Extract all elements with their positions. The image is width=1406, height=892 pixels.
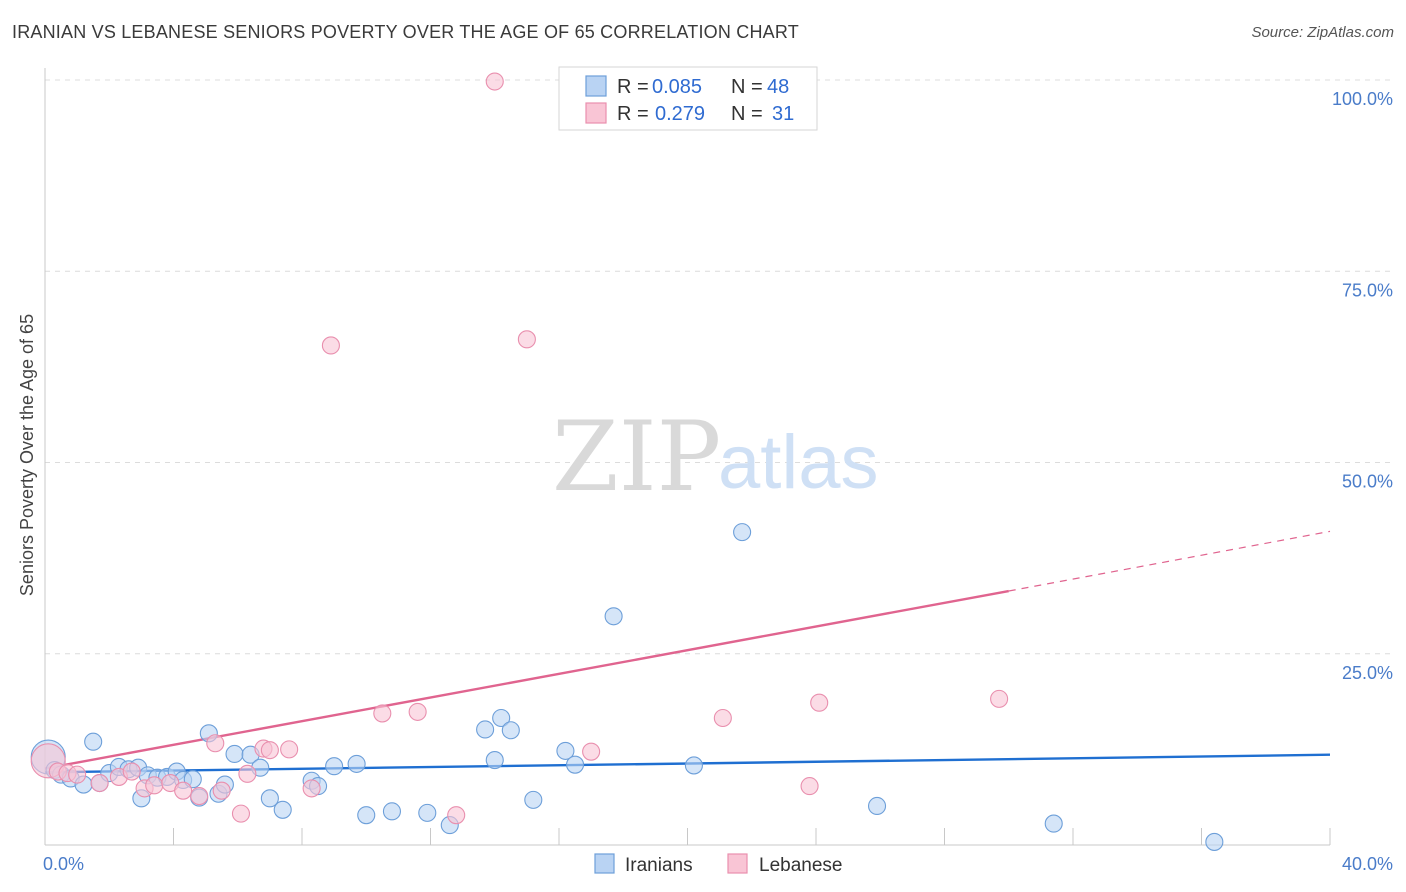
point-iranians <box>485 751 504 770</box>
point-iranians <box>418 803 437 822</box>
series-legend-label-iranians: Iranians <box>625 855 693 876</box>
point-iranians <box>501 721 520 740</box>
point-iranians <box>260 789 279 808</box>
legend-r-value-iranians: 0.085 <box>652 76 702 98</box>
series-legend-swatch-iranians <box>594 853 615 874</box>
point-iranians <box>347 754 366 773</box>
point-lebanese <box>145 776 164 795</box>
point-lebanese <box>174 781 193 800</box>
point-iranians <box>733 523 752 542</box>
legend-swatch-iranians <box>585 75 607 97</box>
point-lebanese <box>713 708 732 728</box>
gridlines <box>45 79 1395 655</box>
legend-r-label-lebanese: R = <box>617 103 649 125</box>
legend-n-label-iranians: N = <box>731 76 763 98</box>
trend-lines <box>44 530 1331 774</box>
point-lebanese <box>800 777 819 796</box>
series-legend: Iranians Lebanese <box>594 853 842 876</box>
point-iranians <box>273 800 292 819</box>
point-lebanese <box>517 330 536 349</box>
point-lebanese <box>90 773 109 793</box>
y-tick-label: 75.0% <box>1342 280 1393 300</box>
point-iranians <box>604 607 623 626</box>
point-lebanese <box>238 764 257 783</box>
point-iranians <box>225 744 244 764</box>
point-lebanese <box>68 765 87 784</box>
point-lebanese <box>260 741 279 760</box>
point-lebanese <box>810 693 829 712</box>
point-lebanese <box>373 704 392 723</box>
series-legend-label-lebanese: Lebanese <box>759 855 842 876</box>
legend-r-label-iranians: R = <box>617 76 649 98</box>
point-lebanese <box>231 804 251 823</box>
trend-line-lebanese <box>44 589 1009 770</box>
point-iranians <box>325 757 344 776</box>
axes <box>44 68 1331 846</box>
series-legend-swatch-lebanese <box>727 853 748 874</box>
point-iranians <box>684 756 703 775</box>
watermark-zip: ZIP <box>552 401 721 513</box>
point-iranians <box>566 755 585 774</box>
legend-n-value-iranians: 48 <box>767 76 789 98</box>
point-iranians <box>524 790 543 809</box>
watermark-atlas: atlas <box>718 420 879 505</box>
stats-legend: R = 0.085 N = 48 R = 0.279 N = 31 <box>558 66 818 131</box>
y-tick-label: 25.0% <box>1342 663 1393 683</box>
tick-labels: 25.0% 50.0% 75.0% 100.0% 0.0% 40.0% <box>43 89 1393 874</box>
point-iranians <box>1044 814 1063 833</box>
x-tick-label-max: 40.0% <box>1342 854 1393 874</box>
point-lebanese <box>206 734 225 753</box>
chart-title: IRANIAN VS LEBANESE SENIORS POVERTY OVER… <box>12 22 799 42</box>
point-lebanese <box>212 781 231 800</box>
y-axis-label: Seniors Poverty Over the Age of 65 <box>17 314 37 596</box>
point-iranians <box>84 732 103 751</box>
legend-n-label-lebanese: N = <box>731 103 763 125</box>
point-lebanese <box>122 762 141 781</box>
y-tick-label: 50.0% <box>1342 472 1393 492</box>
y-tick-label: 100.0% <box>1332 89 1393 109</box>
point-lebanese <box>190 786 209 806</box>
point-lebanese <box>408 702 427 721</box>
legend-swatch-lebanese <box>585 102 607 124</box>
x-tick-label-min: 0.0% <box>43 854 84 874</box>
legend-n-value-lebanese: 31 <box>772 103 794 125</box>
point-lebanese <box>302 779 321 798</box>
point-iranians <box>1205 832 1224 851</box>
point-lebanese <box>485 72 504 91</box>
point-lebanese <box>280 740 299 759</box>
point-lebanese <box>321 336 340 355</box>
point-lebanese <box>447 806 466 825</box>
source-label: Source: ZipAtlas.com <box>1251 24 1394 41</box>
point-lebanese <box>582 742 601 761</box>
point-iranians <box>492 708 511 728</box>
point-iranians <box>357 806 376 825</box>
data-points <box>30 72 1224 851</box>
watermark: ZIP atlas <box>552 401 879 513</box>
point-iranians <box>867 796 887 816</box>
point-iranians <box>476 720 495 739</box>
trend-line-extension-lebanese <box>1008 530 1331 592</box>
point-lebanese <box>990 689 1009 708</box>
point-iranians <box>556 741 575 760</box>
point-iranians <box>382 802 402 821</box>
legend-r-value-lebanese: 0.279 <box>655 103 705 125</box>
